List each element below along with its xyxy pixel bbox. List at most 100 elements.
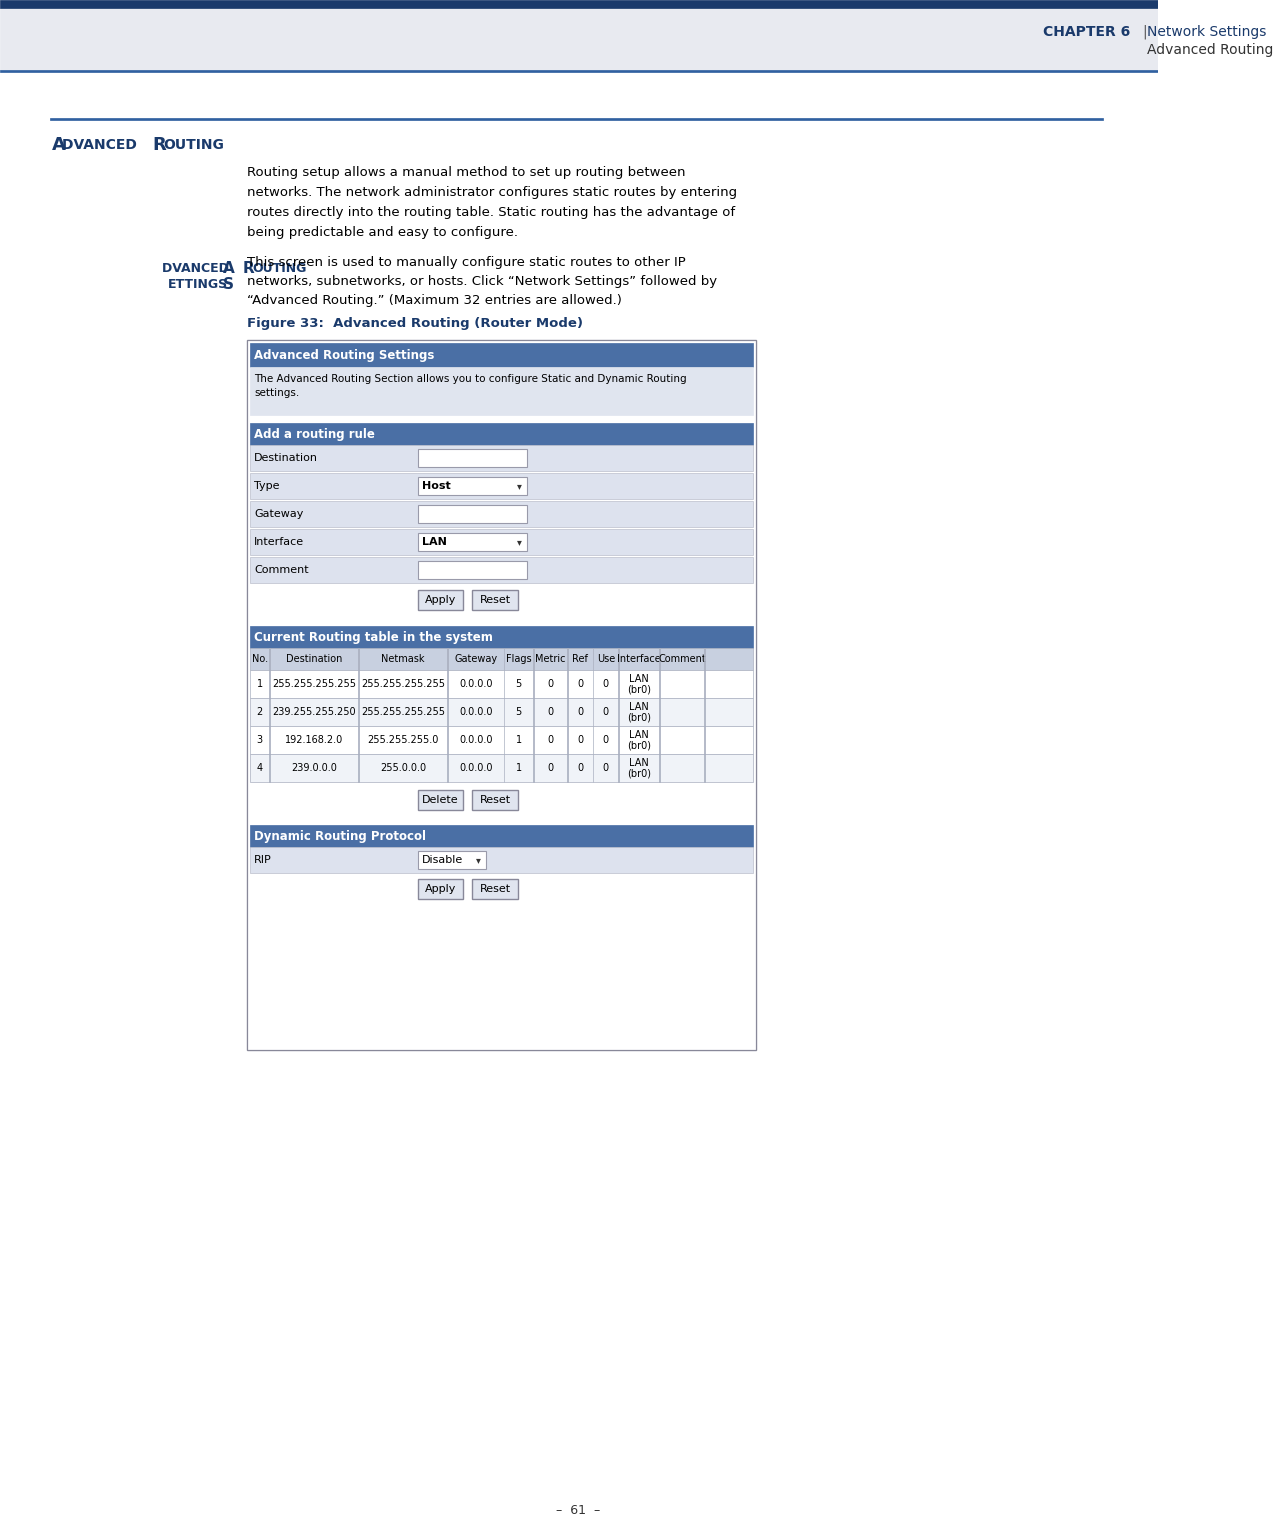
Text: 239.255.255.250: 239.255.255.250 <box>273 706 356 717</box>
FancyBboxPatch shape <box>250 501 752 527</box>
Text: settings.: settings. <box>254 388 300 398</box>
Text: Advanced Routing: Advanced Routing <box>1148 43 1274 57</box>
Text: routes directly into the routing table. Static routing has the advantage of: routes directly into the routing table. … <box>247 205 736 219</box>
FancyBboxPatch shape <box>418 561 527 579</box>
Text: LAN: LAN <box>629 731 649 740</box>
Text: Destination: Destination <box>286 654 343 663</box>
FancyBboxPatch shape <box>250 423 752 444</box>
FancyBboxPatch shape <box>250 368 752 415</box>
Text: No.: No. <box>251 654 268 663</box>
Text: Reset: Reset <box>479 795 510 804</box>
FancyBboxPatch shape <box>0 8 1158 70</box>
Text: 0: 0 <box>603 763 609 774</box>
FancyBboxPatch shape <box>250 343 752 368</box>
Text: 255.0.0.0: 255.0.0.0 <box>380 763 426 774</box>
Text: Current Routing table in the system: Current Routing table in the system <box>254 631 493 643</box>
Text: networks, subnetworks, or hosts. Click “Network Settings” followed by: networks, subnetworks, or hosts. Click “… <box>247 274 717 288</box>
Text: Disable: Disable <box>422 855 464 866</box>
FancyBboxPatch shape <box>472 879 518 899</box>
Text: Destination: Destination <box>254 453 319 463</box>
Text: 5: 5 <box>515 679 521 689</box>
Text: 0.0.0.0: 0.0.0.0 <box>459 735 492 745</box>
FancyBboxPatch shape <box>250 473 752 499</box>
Text: 0: 0 <box>578 735 584 745</box>
Text: 0.0.0.0: 0.0.0.0 <box>459 679 492 689</box>
Text: Gateway: Gateway <box>454 654 497 663</box>
Text: 239.0.0.0: 239.0.0.0 <box>291 763 337 774</box>
Text: 5: 5 <box>515 706 521 717</box>
Text: being predictable and easy to configure.: being predictable and easy to configure. <box>247 225 518 239</box>
Text: DVANCED: DVANCED <box>61 138 142 152</box>
Text: Figure 33:  Advanced Routing (Router Mode): Figure 33: Advanced Routing (Router Mode… <box>247 317 583 329</box>
FancyBboxPatch shape <box>418 449 527 467</box>
FancyBboxPatch shape <box>250 529 752 555</box>
FancyBboxPatch shape <box>418 533 527 552</box>
Text: CHAPTER 6: CHAPTER 6 <box>1043 25 1131 38</box>
Text: ▾: ▾ <box>518 538 521 547</box>
Text: |: | <box>1142 25 1148 40</box>
Text: R: R <box>242 260 254 276</box>
Text: A: A <box>223 260 235 276</box>
FancyBboxPatch shape <box>247 340 756 1049</box>
Text: LAN: LAN <box>629 702 649 712</box>
Text: (br0): (br0) <box>627 712 652 722</box>
Text: Routing setup allows a manual method to set up routing between: Routing setup allows a manual method to … <box>247 165 686 179</box>
Text: DVANCED: DVANCED <box>162 262 233 274</box>
Text: Interface: Interface <box>617 654 660 663</box>
Text: Gateway: Gateway <box>254 509 303 519</box>
Text: OUTING: OUTING <box>252 262 307 274</box>
Text: 1: 1 <box>515 763 521 774</box>
Text: 0: 0 <box>578 706 584 717</box>
Text: 0: 0 <box>578 763 584 774</box>
Text: Apply: Apply <box>425 594 456 605</box>
FancyBboxPatch shape <box>418 879 463 899</box>
Text: 0: 0 <box>547 679 553 689</box>
Text: RIP: RIP <box>254 855 272 866</box>
Text: (br0): (br0) <box>627 740 652 751</box>
Text: 0: 0 <box>547 735 553 745</box>
Text: Delete: Delete <box>422 795 459 804</box>
Text: 2: 2 <box>256 706 263 717</box>
FancyBboxPatch shape <box>250 754 752 781</box>
Text: Comment: Comment <box>658 654 706 663</box>
FancyBboxPatch shape <box>250 558 752 584</box>
Text: 255.255.255.255: 255.255.255.255 <box>273 679 356 689</box>
Text: LAN: LAN <box>629 674 649 683</box>
Text: 3: 3 <box>256 735 263 745</box>
Text: 4: 4 <box>256 763 263 774</box>
Text: Flags: Flags <box>506 654 532 663</box>
Text: LAN: LAN <box>629 758 649 768</box>
Text: S: S <box>223 276 235 291</box>
FancyBboxPatch shape <box>0 72 1158 1532</box>
Text: (br0): (br0) <box>627 768 652 778</box>
Text: 0.0.0.0: 0.0.0.0 <box>459 706 492 717</box>
Text: A: A <box>52 136 65 155</box>
Text: ETTINGS: ETTINGS <box>168 277 228 291</box>
Text: The Advanced Routing Section allows you to configure Static and Dynamic Routing: The Advanced Routing Section allows you … <box>254 374 687 385</box>
FancyBboxPatch shape <box>250 669 752 699</box>
Text: 255.255.255.255: 255.255.255.255 <box>361 679 445 689</box>
Text: Reset: Reset <box>479 594 510 605</box>
FancyBboxPatch shape <box>472 791 518 810</box>
FancyBboxPatch shape <box>418 590 463 610</box>
Text: Ref: Ref <box>572 654 588 663</box>
Text: Use: Use <box>597 654 615 663</box>
Text: 0: 0 <box>603 735 609 745</box>
FancyBboxPatch shape <box>250 847 752 873</box>
Text: 255.255.255.255: 255.255.255.255 <box>361 706 445 717</box>
Text: (br0): (br0) <box>627 683 652 694</box>
Text: Host: Host <box>422 481 451 490</box>
Text: 255.255.255.0: 255.255.255.0 <box>367 735 439 745</box>
Text: Netmask: Netmask <box>381 654 425 663</box>
Text: 1: 1 <box>515 735 521 745</box>
Text: 0: 0 <box>547 706 553 717</box>
Text: ▾: ▾ <box>518 481 521 490</box>
FancyBboxPatch shape <box>250 726 752 754</box>
Text: Comment: Comment <box>254 565 309 574</box>
FancyBboxPatch shape <box>250 699 752 726</box>
Text: 0.0.0.0: 0.0.0.0 <box>459 763 492 774</box>
FancyBboxPatch shape <box>0 0 1158 8</box>
Text: Advanced Routing Settings: Advanced Routing Settings <box>254 348 435 362</box>
FancyBboxPatch shape <box>418 506 527 522</box>
Text: 192.168.2.0: 192.168.2.0 <box>286 735 343 745</box>
